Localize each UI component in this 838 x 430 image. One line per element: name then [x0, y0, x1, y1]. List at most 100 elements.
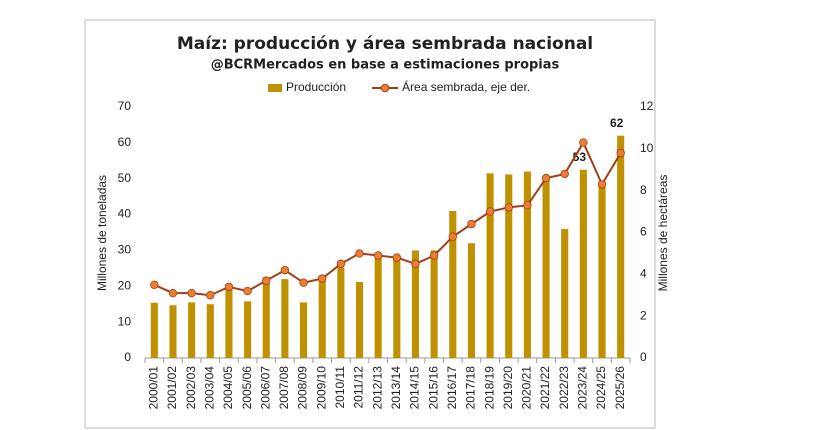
bar: [542, 178, 550, 358]
bar: [467, 243, 475, 358]
y-tick-label: 70: [118, 99, 132, 113]
line-marker: [318, 274, 327, 283]
bar: [244, 301, 252, 358]
line-marker: [168, 288, 178, 298]
x-tick-label: 2025/26: [613, 366, 627, 410]
bar: [188, 302, 196, 358]
y2-tick-label: 10: [640, 141, 654, 155]
x-tick-label: 2006/07: [258, 366, 272, 410]
legend-swatch: [380, 83, 390, 93]
y2-tick-label: 8: [640, 183, 647, 197]
line-marker: [579, 138, 588, 147]
y-tick-label: 40: [118, 207, 132, 221]
bar: [486, 173, 494, 358]
x-tick-label: 2012/13: [370, 366, 384, 410]
bar: [374, 254, 382, 358]
x-tick-label: 2007/08: [277, 366, 291, 410]
y2-tick-label: 4: [640, 267, 647, 281]
y2-tick-label: 12: [640, 99, 654, 113]
x-tick-label: 2014/15: [408, 366, 422, 410]
x-tick-label: 2001/02: [165, 366, 179, 410]
line-marker: [523, 201, 532, 210]
line-marker: [411, 259, 420, 269]
x-tick-label: 2021/22: [538, 366, 552, 410]
bar: [355, 281, 364, 358]
bar: [281, 279, 289, 358]
x-tick-label: 2011/12: [352, 366, 366, 409]
line-marker: [541, 173, 551, 183]
y2-tick-label: 6: [640, 225, 647, 239]
bar: [206, 304, 214, 358]
chart-frame: [84, 19, 656, 429]
bar: [393, 257, 401, 358]
y-tick-label: 50: [118, 171, 132, 185]
line-marker: [392, 253, 402, 262]
bar: [337, 267, 345, 358]
line-marker: [206, 291, 215, 300]
line-marker: [448, 232, 457, 241]
bar: [449, 210, 457, 358]
line-marker: [336, 259, 346, 269]
legend-swatch: [268, 84, 282, 92]
bar: [262, 277, 270, 358]
bar: [523, 171, 531, 358]
y2-tick-label: 0: [640, 350, 647, 364]
x-tick-label: 2020/21: [520, 366, 534, 410]
x-tick-label: 2018/19: [482, 366, 496, 410]
y-tick-label: 30: [118, 243, 132, 257]
x-tick-label: 2013/14: [389, 366, 403, 410]
bar: [411, 250, 420, 358]
legend-label: Área sembrada, eje der.: [402, 79, 530, 94]
chart-title: Maíz: producción y área sembrada naciona…: [177, 34, 593, 54]
bar: [579, 169, 587, 358]
line-marker: [187, 288, 196, 298]
line-marker: [429, 251, 439, 260]
line-marker: [224, 282, 234, 292]
data-label: 62: [610, 116, 624, 130]
x-tick-label: 2015/16: [426, 366, 440, 410]
line-marker: [597, 180, 607, 189]
legend-label: Producción: [286, 80, 346, 94]
bar: [617, 135, 625, 358]
line-marker: [560, 169, 569, 179]
line-marker: [150, 280, 159, 289]
bar: [561, 228, 569, 358]
x-tick-label: 2016/17: [445, 366, 459, 410]
x-tick-label: 2009/10: [314, 366, 328, 410]
bar: [598, 182, 606, 358]
x-tick-label: 2002/03: [184, 366, 198, 410]
bar: [318, 275, 326, 358]
x-tick-label: 2019/20: [501, 366, 515, 410]
line-marker: [262, 276, 271, 285]
line-marker: [373, 251, 383, 260]
y2-tick-label: 2: [640, 308, 647, 322]
x-tick-label: 2003/04: [202, 366, 216, 410]
line-marker: [280, 265, 290, 275]
line-marker: [504, 203, 513, 212]
y-tick-label: 20: [118, 278, 132, 292]
y2-axis-title: Millones de hectáreas: [656, 175, 670, 292]
line-marker: [616, 148, 625, 158]
x-tick-label: 2022/23: [557, 366, 571, 410]
y-tick-label: 0: [124, 350, 131, 364]
line-marker: [243, 286, 252, 296]
x-tick-label: 2005/06: [240, 366, 254, 410]
y-tick-label: 10: [118, 314, 132, 328]
bar: [169, 305, 177, 358]
bar: [150, 302, 158, 358]
x-tick-label: 2024/25: [594, 366, 608, 410]
x-tick-label: 2023/24: [576, 366, 590, 410]
bar: [300, 302, 308, 358]
x-tick-label: 2000/01: [146, 366, 160, 410]
line-marker: [467, 219, 476, 229]
line-marker: [355, 249, 364, 258]
line-marker: [485, 207, 495, 216]
x-tick-label: 2004/05: [221, 366, 235, 410]
x-tick-label: 2010/11: [333, 366, 347, 409]
bar: [225, 284, 233, 358]
y-tick-label: 60: [118, 135, 132, 149]
x-tick-label: 2008/09: [296, 366, 310, 410]
bar: [505, 174, 513, 358]
x-tick-label: 2017/18: [464, 366, 478, 410]
